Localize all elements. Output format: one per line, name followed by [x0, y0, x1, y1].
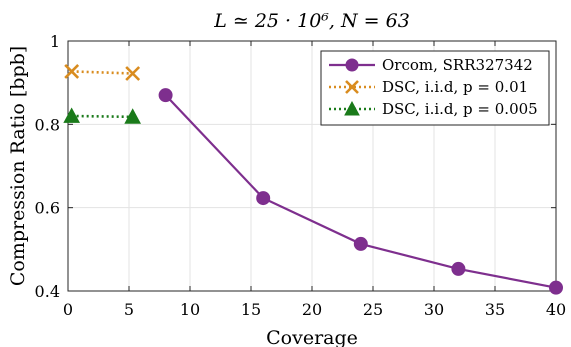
legend-label: DSC, i.i.d, p = 0.01 [382, 78, 528, 96]
x-tick-label: 20 [302, 300, 322, 319]
data-point-circle [158, 88, 173, 103]
legend-label: DSC, i.i.d, p = 0.005 [382, 100, 538, 118]
x-tick-label: 0 [63, 300, 73, 319]
x-tick-label: 5 [124, 300, 134, 319]
x-tick-label: 35 [485, 300, 505, 319]
data-point-circle [353, 236, 368, 251]
x-axis-ticks: 0 5 10 15 20 25 30 35 40 [63, 41, 566, 319]
legend: Orcom, SRR327342 DSC, i.i.d, p = 0.01 DSC,… [320, 50, 550, 126]
data-point-circle [256, 191, 271, 206]
series-line [71, 70, 133, 75]
series [63, 107, 141, 124]
legend-entry: Orcom, SRR327342 [329, 56, 533, 74]
data-point-x [64, 63, 80, 79]
x-tick-label: 30 [424, 300, 444, 319]
legend-entry: DSC, i.i.d, p = 0.005 [329, 100, 538, 118]
data-point-triangle [63, 107, 80, 123]
data-point-x [345, 80, 359, 94]
y-tick-label: 0.6 [35, 199, 60, 218]
x-tick-label: 15 [241, 300, 261, 319]
data-point-x [125, 66, 141, 81]
data-point-triangle [124, 108, 141, 124]
chart-title: L ≃ 25 · 10⁶, N = 63 [213, 10, 410, 32]
series-layer [63, 63, 563, 295]
legend-entry: DSC, i.i.d, p = 0.01 [329, 78, 528, 96]
x-tick-label: 10 [180, 300, 200, 319]
data-point-circle [451, 261, 466, 276]
data-point-circle [549, 280, 563, 295]
x-tick-label: 40 [546, 300, 566, 319]
y-axis-label: Compression Ratio [bpb] [7, 46, 29, 286]
series [64, 63, 141, 81]
series [158, 88, 563, 295]
data-point-circle [345, 58, 359, 72]
y-tick-label: 0.4 [35, 282, 60, 301]
y-tick-label: 1 [50, 32, 60, 51]
y-axis-ticks: 0.4 0.6 0.8 1 [35, 32, 556, 301]
series-line [71, 114, 133, 119]
x-tick-label: 25 [363, 300, 383, 319]
legend-label: Orcom, SRR327342 [382, 56, 533, 74]
x-axis-label: Coverage [266, 327, 358, 347]
data-point-triangle [344, 100, 360, 116]
y-tick-label: 0.8 [35, 115, 60, 134]
